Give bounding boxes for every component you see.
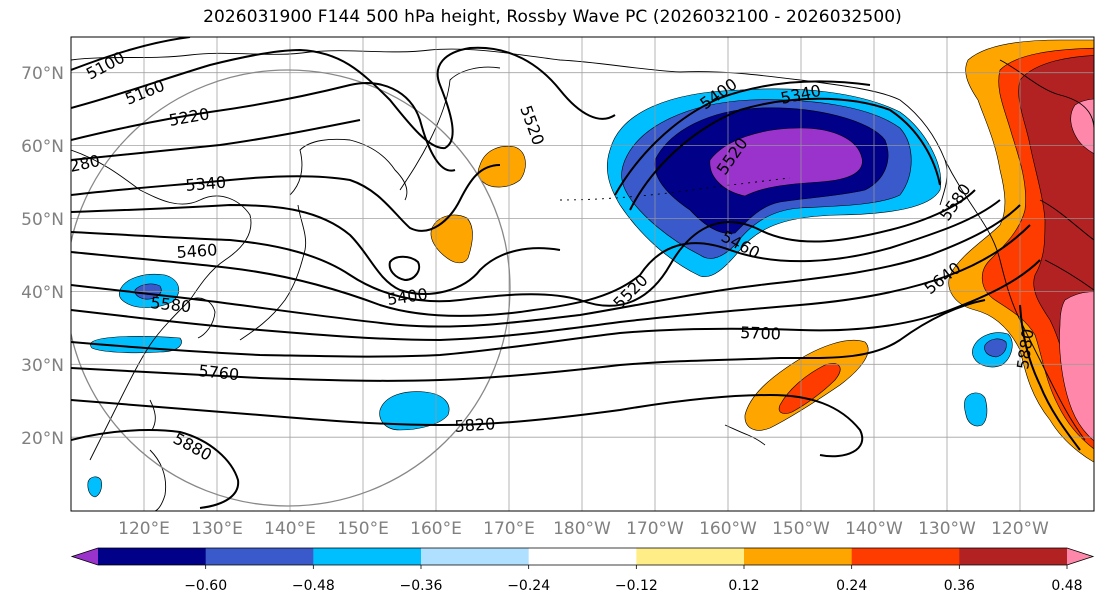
lat-tick-70: 70°N bbox=[21, 64, 64, 84]
gridlines bbox=[71, 37, 1094, 511]
contour-5820 bbox=[71, 393, 864, 458]
coastlines bbox=[71, 48, 1094, 511]
coast-korea bbox=[189, 297, 216, 339]
colorbar-segment bbox=[528, 548, 637, 565]
lon-tick: 120°W bbox=[991, 519, 1049, 539]
lon-tick: 180°W bbox=[553, 519, 611, 539]
contour-5880 bbox=[71, 304, 1081, 509]
contour-label: 5580 bbox=[150, 293, 192, 316]
contour-5460 bbox=[71, 189, 976, 307]
negative-anomaly-west-pacific bbox=[379, 391, 450, 431]
coast-north-america-west bbox=[944, 159, 1086, 441]
contour-5400 bbox=[71, 97, 941, 295]
longitude-ticks: 120°E 130°E 140°E 150°E 160°E 170°E 180°… bbox=[118, 519, 1049, 539]
coast-siberia-north bbox=[71, 48, 681, 73]
height-contours bbox=[71, 37, 1081, 509]
coast-japan bbox=[239, 204, 307, 341]
positive-anomaly-subtropical-red bbox=[778, 363, 841, 414]
colorbar-tick-label: 0.48 bbox=[1051, 578, 1082, 594]
contour-5640 bbox=[71, 224, 1031, 342]
colorbar-segment bbox=[959, 548, 1068, 565]
lat-tick-20: 20°N bbox=[21, 429, 64, 449]
coast-kamchatka bbox=[399, 66, 501, 191]
contour-label: 5700 bbox=[740, 323, 781, 343]
region-circle bbox=[71, 69, 511, 507]
contour-5160 bbox=[71, 46, 616, 150]
lon-tick: 130°E bbox=[191, 519, 243, 539]
lon-tick: 140°E bbox=[264, 519, 316, 539]
coast-taiwan-philippines bbox=[149, 399, 167, 511]
contour-5580 bbox=[71, 204, 1021, 328]
colorbar-segment bbox=[851, 548, 960, 565]
colorbar-segment bbox=[98, 548, 207, 565]
colorbar-tick-labels: −0.60 −0.48 −0.36 −0.24 −0.12 0.12 0.24 0.36 0.4… bbox=[184, 565, 1083, 594]
colorbar-segment bbox=[205, 548, 314, 565]
contour-5220 bbox=[71, 82, 456, 172]
colorbar-tick-label: −0.12 bbox=[615, 578, 658, 594]
colorbar-segment bbox=[72, 548, 98, 565]
latitude-ticks: 70°N 60°N 50°N 40°N 30°N 20°N bbox=[21, 64, 64, 449]
colorbar-tick-label: 0.36 bbox=[944, 578, 975, 594]
contour-5700 bbox=[71, 259, 1041, 358]
map-frame bbox=[70, 36, 1095, 512]
coast-north-america-interior bbox=[999, 59, 1094, 291]
lon-tick: 160°W bbox=[699, 519, 757, 539]
lat-tick-60: 60°N bbox=[21, 137, 64, 157]
negative-anomaly-gulf-core bbox=[709, 127, 863, 197]
lon-tick: 170°E bbox=[483, 519, 535, 539]
negative-anomaly-hawaii-north bbox=[964, 392, 988, 427]
colorbar-tick-label: −0.24 bbox=[507, 578, 550, 594]
lon-tick: 120°E bbox=[118, 519, 170, 539]
colorbar-segment bbox=[744, 548, 853, 565]
positive-anomaly-north-america-pink-south bbox=[1059, 291, 1094, 442]
contour-5280 bbox=[71, 119, 361, 161]
contour-label: 5820 bbox=[454, 414, 496, 436]
lon-tick: 150°W bbox=[772, 519, 830, 539]
lon-tick: 170°W bbox=[626, 519, 684, 539]
contour-label: 5340 bbox=[185, 173, 227, 195]
positive-anomaly-japan-east bbox=[430, 214, 473, 264]
lon-tick: 150°E bbox=[337, 519, 389, 539]
coast-aleutians bbox=[559, 177, 791, 201]
contour-5100 bbox=[71, 37, 191, 71]
colorbar bbox=[70, 547, 1095, 566]
lat-tick-50: 50°N bbox=[21, 210, 64, 230]
negative-anomaly-philippine-sea bbox=[87, 476, 102, 498]
positive-anomaly-north-america-pink-north bbox=[1070, 98, 1094, 154]
colorbar-tick-label: −0.60 bbox=[184, 578, 227, 594]
colorbar-tick-label: −0.48 bbox=[292, 578, 335, 594]
coast-east-asia bbox=[71, 149, 252, 461]
coast-hawaii bbox=[724, 424, 766, 446]
contour-5520 bbox=[71, 199, 1001, 317]
contour-5760 bbox=[71, 299, 986, 382]
map-title: 2026031900 F144 500 hPa height, Rossby W… bbox=[203, 7, 902, 27]
coast-sakhalin-okhotsk bbox=[289, 138, 408, 201]
lat-tick-40: 40°N bbox=[21, 283, 64, 303]
contour-label: 5460 bbox=[176, 240, 218, 262]
contour-5340 bbox=[71, 80, 871, 232]
colorbar-tick-label: 0.24 bbox=[836, 578, 867, 594]
negative-anomaly-central-pacific-east-core bbox=[984, 338, 1007, 358]
coast-alaska bbox=[679, 71, 948, 206]
lon-tick: 130°W bbox=[918, 519, 976, 539]
colorbar-tick-label: 0.12 bbox=[728, 578, 759, 594]
lon-tick: 140°W bbox=[845, 519, 903, 539]
colorbar-tick-label: −0.36 bbox=[400, 578, 443, 594]
colorbar-segment bbox=[1067, 548, 1093, 565]
contour-label: 5760 bbox=[198, 361, 240, 384]
map-background bbox=[71, 37, 1094, 511]
colorbar-segment bbox=[636, 548, 745, 565]
colorbar-segment bbox=[313, 548, 422, 565]
colorbar-outline bbox=[70, 547, 1095, 566]
lon-tick: 160°E bbox=[410, 519, 462, 539]
lat-tick-30: 30°N bbox=[21, 356, 64, 376]
colorbar-segment bbox=[421, 548, 530, 565]
